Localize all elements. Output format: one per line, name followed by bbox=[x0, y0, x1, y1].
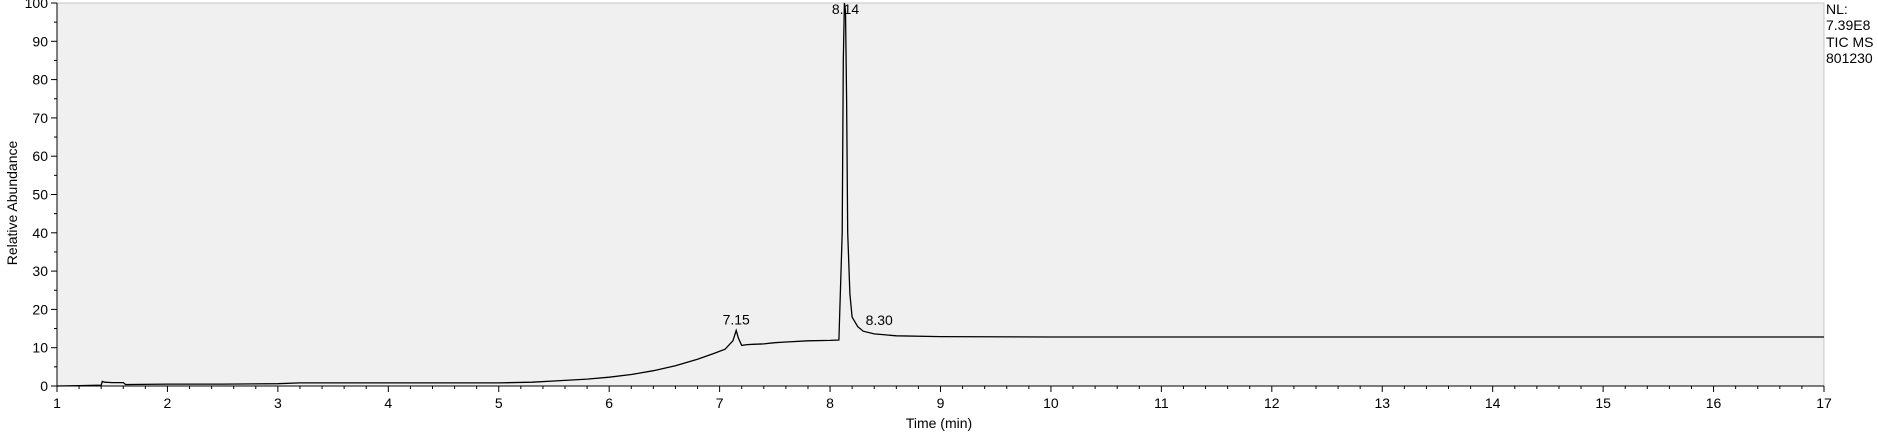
x-axis-title: Time (min) bbox=[906, 415, 972, 431]
x-tick-label: 11 bbox=[1154, 395, 1169, 411]
y-axis: 0 10 20 30 40 50 60 70 80 90 100 bbox=[25, 0, 57, 394]
x-axis: 1 2 3 4 5 6 7 8 9 10 11 12 13 14 15 16 17 bbox=[53, 386, 1832, 411]
nl-label: NL: bbox=[1826, 1, 1848, 17]
x-tick-label: 17 bbox=[1816, 395, 1832, 411]
file-name: 801230 bbox=[1826, 50, 1873, 66]
x-tick-label: 2 bbox=[164, 395, 172, 411]
y-tick-label: 90 bbox=[32, 33, 48, 49]
y-tick-label: 0 bbox=[40, 378, 48, 394]
y-tick-label: 20 bbox=[32, 301, 48, 317]
x-tick-label: 10 bbox=[1043, 395, 1059, 411]
y-tick-label: 10 bbox=[32, 340, 48, 356]
x-tick-label: 4 bbox=[384, 395, 392, 411]
x-tick-label: 14 bbox=[1485, 395, 1501, 411]
x-tick-label: 5 bbox=[495, 395, 503, 411]
y-tick-label: 40 bbox=[32, 225, 48, 241]
peak-label: 7.15 bbox=[723, 311, 750, 327]
y-tick-label: 50 bbox=[32, 187, 48, 203]
x-tick-label: 6 bbox=[605, 395, 613, 411]
tic-trace-line bbox=[56, 2, 1824, 387]
y-tick-label: 80 bbox=[32, 72, 48, 88]
x-tick-label: 12 bbox=[1264, 395, 1280, 411]
peak-labels: 7.15 8.14 8.30 bbox=[723, 1, 893, 328]
nl-value: 7.39E8 bbox=[1826, 17, 1871, 33]
x-tick-label: 1 bbox=[53, 395, 61, 411]
x-tick-label: 13 bbox=[1374, 395, 1390, 411]
x-tick-label: 3 bbox=[274, 395, 282, 411]
normalization-info: NL: 7.39E8 TIC MS 801230 bbox=[1826, 1, 1873, 66]
y-tick-label: 60 bbox=[32, 148, 48, 164]
y-axis-title: Relative Abundance bbox=[4, 141, 20, 266]
y-tick-label: 70 bbox=[32, 110, 48, 126]
y-tick-label: 30 bbox=[32, 263, 48, 279]
x-tick-label: 16 bbox=[1706, 395, 1722, 411]
x-tick-label: 9 bbox=[937, 395, 945, 411]
x-tick-label: 15 bbox=[1595, 395, 1611, 411]
x-tick-label: 8 bbox=[826, 395, 834, 411]
plot-area bbox=[56, 2, 1825, 387]
y-tick-label: 100 bbox=[25, 0, 49, 11]
peak-label: 8.14 bbox=[832, 1, 859, 17]
scan-filter: TIC MS bbox=[1826, 34, 1873, 50]
peak-label: 8.30 bbox=[866, 312, 893, 328]
x-tick-label: 7 bbox=[716, 395, 724, 411]
